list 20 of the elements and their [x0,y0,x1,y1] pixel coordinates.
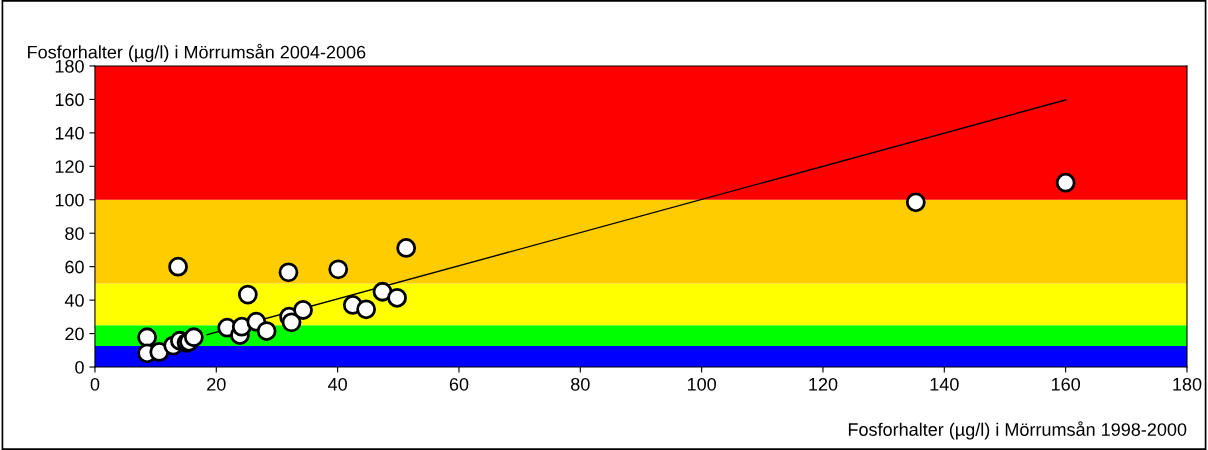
y-tick-label: 60 [65,260,84,274]
x-tick-label: 120 [809,377,838,391]
x-tick-label: 20 [207,377,226,391]
y-tick-label: 120 [55,160,84,174]
x-tick-label: 160 [1051,377,1080,391]
x-tick-label: 140 [930,377,959,391]
y-tick-label: 100 [55,193,84,207]
x-tick-label: 40 [328,377,347,391]
x-tick-label: 0 [90,377,100,391]
y-tick-label: 20 [65,327,84,341]
x-tick-label: 60 [449,377,469,391]
y-tick-label: 160 [55,93,84,107]
x-tick-label: 80 [571,377,590,391]
x-tick-label: 180 [1173,377,1202,391]
y-tick-label: 80 [65,227,84,240]
x-axis-title: Fosforhalter (µg/l) i Mörrumsån 1998-2000 [848,421,1187,440]
x-tick-label: 100 [687,377,716,391]
y-tick-label: 0 [75,360,84,374]
y-tick-label: 140 [55,126,84,140]
y-tick-label: 40 [64,294,84,307]
